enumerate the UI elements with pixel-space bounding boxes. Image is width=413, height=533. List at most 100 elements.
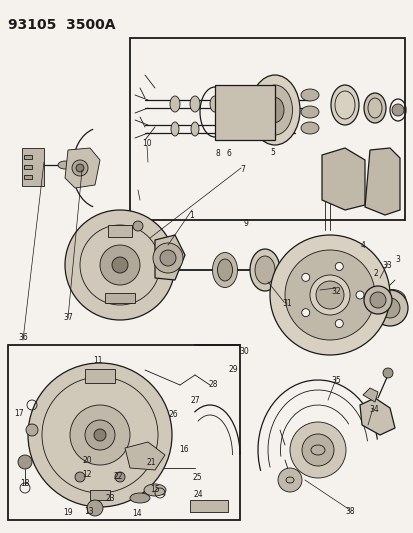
Circle shape — [72, 160, 88, 176]
Circle shape — [87, 500, 103, 516]
Circle shape — [75, 472, 85, 482]
Ellipse shape — [130, 493, 150, 503]
Bar — [8, 345, 240, 520]
Bar — [90, 490, 110, 500]
Text: 34: 34 — [368, 406, 378, 415]
Text: 23: 23 — [105, 495, 114, 504]
Circle shape — [335, 319, 342, 328]
Text: 12: 12 — [82, 471, 92, 480]
Ellipse shape — [297, 253, 322, 287]
Text: 9: 9 — [243, 220, 248, 229]
Ellipse shape — [377, 289, 405, 311]
Text: 37: 37 — [63, 313, 73, 322]
Circle shape — [309, 275, 349, 315]
Ellipse shape — [300, 89, 318, 101]
Polygon shape — [364, 148, 399, 215]
Circle shape — [363, 286, 391, 314]
Ellipse shape — [190, 122, 199, 136]
Bar — [105, 293, 135, 303]
Text: 22: 22 — [113, 472, 122, 481]
Ellipse shape — [217, 259, 232, 281]
Ellipse shape — [190, 96, 199, 112]
Text: 29: 29 — [228, 366, 237, 375]
Ellipse shape — [371, 294, 387, 306]
Text: 31: 31 — [282, 298, 291, 308]
Ellipse shape — [257, 85, 292, 135]
Circle shape — [18, 455, 32, 469]
Ellipse shape — [249, 249, 279, 291]
Polygon shape — [65, 148, 100, 188]
Circle shape — [159, 250, 176, 266]
Text: 38: 38 — [344, 507, 354, 516]
Text: 5: 5 — [270, 148, 275, 157]
Circle shape — [369, 292, 385, 308]
Circle shape — [277, 468, 301, 492]
Polygon shape — [154, 235, 185, 280]
Text: 7: 7 — [240, 166, 245, 174]
Text: 14: 14 — [132, 510, 142, 519]
Text: 17: 17 — [14, 409, 24, 418]
Text: 15: 15 — [150, 486, 159, 495]
Bar — [214, 85, 274, 140]
Text: 93105  3500A: 93105 3500A — [8, 18, 115, 32]
Polygon shape — [321, 148, 364, 210]
Text: 13: 13 — [84, 507, 94, 516]
Circle shape — [153, 243, 183, 273]
Text: 25: 25 — [192, 473, 201, 482]
Ellipse shape — [345, 293, 363, 307]
Text: 6: 6 — [226, 149, 231, 157]
Text: 2: 2 — [373, 269, 377, 278]
Text: 3: 3 — [394, 255, 399, 264]
Ellipse shape — [363, 93, 385, 123]
Ellipse shape — [144, 484, 166, 496]
Circle shape — [289, 422, 345, 478]
Ellipse shape — [266, 98, 283, 123]
Bar — [24, 175, 32, 179]
Circle shape — [335, 262, 342, 270]
Circle shape — [26, 424, 38, 436]
Circle shape — [269, 235, 389, 355]
Ellipse shape — [209, 96, 219, 112]
Text: 20: 20 — [82, 456, 92, 465]
Text: 11: 11 — [93, 357, 102, 366]
Ellipse shape — [58, 161, 72, 169]
Circle shape — [115, 472, 125, 482]
Ellipse shape — [300, 122, 318, 134]
Ellipse shape — [315, 281, 343, 309]
Circle shape — [112, 257, 128, 273]
Text: 1: 1 — [189, 212, 194, 221]
Ellipse shape — [230, 96, 240, 112]
Bar — [24, 155, 32, 159]
Circle shape — [28, 363, 171, 507]
Ellipse shape — [327, 291, 351, 309]
Text: 16: 16 — [179, 446, 188, 455]
Circle shape — [301, 309, 309, 317]
Circle shape — [379, 298, 399, 318]
Circle shape — [284, 250, 374, 340]
Circle shape — [301, 273, 309, 281]
Circle shape — [94, 429, 106, 441]
Polygon shape — [359, 398, 394, 435]
Text: 4: 4 — [360, 241, 365, 251]
Ellipse shape — [356, 292, 378, 308]
Polygon shape — [125, 442, 165, 470]
Text: 33: 33 — [381, 261, 391, 270]
Circle shape — [301, 434, 333, 466]
Ellipse shape — [170, 96, 180, 112]
Text: 32: 32 — [330, 287, 340, 295]
Circle shape — [65, 210, 175, 320]
Text: 21: 21 — [146, 458, 155, 467]
Text: 24: 24 — [193, 490, 202, 499]
Text: 26: 26 — [168, 410, 177, 419]
Circle shape — [133, 221, 142, 231]
Text: 27: 27 — [190, 397, 199, 406]
Bar — [190, 500, 228, 512]
Bar — [108, 225, 132, 237]
Text: 28: 28 — [208, 381, 217, 390]
Ellipse shape — [212, 253, 237, 287]
Circle shape — [355, 291, 363, 299]
Bar — [130, 38, 404, 220]
Ellipse shape — [292, 246, 327, 294]
Circle shape — [100, 245, 140, 285]
Polygon shape — [362, 388, 377, 402]
